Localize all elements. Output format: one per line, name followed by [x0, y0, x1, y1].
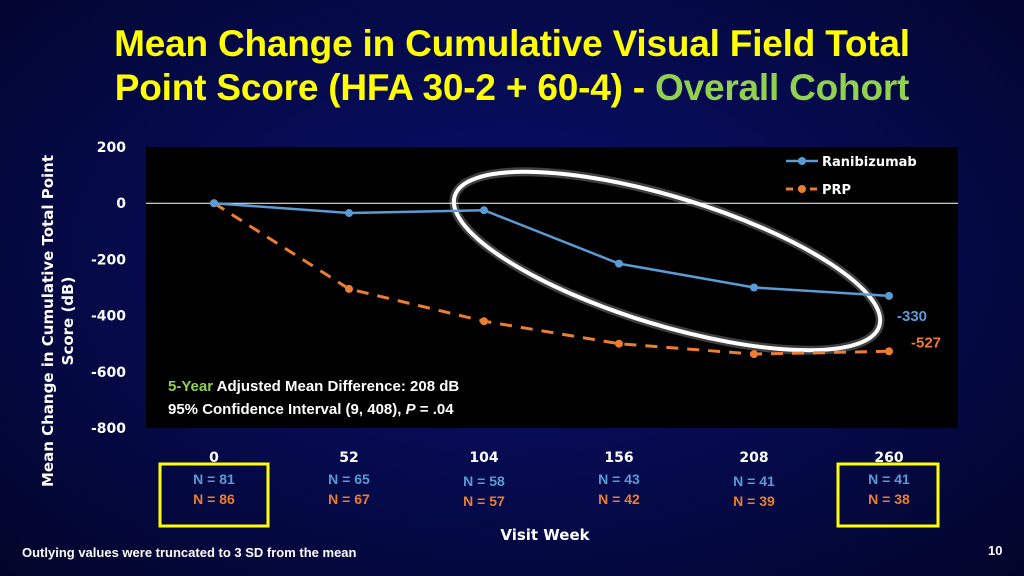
- annotation-p-value: = .04: [416, 401, 455, 418]
- data-label-prp-end: -527: [911, 334, 941, 351]
- y-tick-label: -800: [91, 421, 126, 437]
- n-count-prp: N = 67: [328, 491, 370, 507]
- n-count-ranibizumab: N = 41: [868, 471, 910, 487]
- y-tick-label: 200: [97, 140, 126, 156]
- x-tick-label: 208: [739, 450, 768, 466]
- prp-point: [345, 284, 353, 293]
- prp-line: [213, 201, 890, 356]
- y-tick-label: -200: [91, 252, 126, 268]
- legend-ranibizumab-marker: [798, 157, 806, 165]
- data-label-ranibizumab-end: -330: [897, 308, 927, 325]
- ranibizumab-point: [210, 199, 218, 208]
- ranibizumab-point: [885, 291, 893, 300]
- n-count-prp: N = 38: [868, 491, 910, 507]
- ranibizumab-point: [345, 209, 353, 218]
- n-count-prp: N = 86: [193, 491, 235, 507]
- x-tick-label: 260: [874, 450, 903, 466]
- n-count-prp: N = 57: [463, 493, 505, 509]
- legend-ranibizumab-label: Ranibizumab: [822, 155, 917, 170]
- slide-title: Mean Change in Cumulative Visual Field T…: [0, 22, 1024, 110]
- x-tick-label: 52: [339, 450, 358, 466]
- legend-prp-label: PRP: [822, 183, 851, 198]
- annotation-p-symbol: P: [406, 401, 417, 418]
- annotation-line-2: 95% Confidence Interval (9, 408), P = .0…: [168, 401, 454, 418]
- y-tick-label: -400: [91, 309, 126, 325]
- ranibizumab-point: [615, 259, 623, 268]
- highlight-box-week-0: [158, 462, 270, 528]
- y-tick-label: 0: [116, 196, 126, 212]
- n-count-ranibizumab: N = 81: [193, 471, 235, 487]
- title-line-1: Mean Change in Cumulative Visual Field T…: [114, 23, 910, 64]
- legend-prp-marker: [798, 185, 806, 193]
- ranibizumab-point: [480, 206, 488, 215]
- x-tick-label: 0: [209, 450, 219, 466]
- y-tick-label: -600: [91, 365, 126, 381]
- annotation-line-1-rest: Adjusted Mean Difference: 208 dB: [213, 378, 459, 395]
- prp-point: [885, 347, 893, 356]
- page-number: 10: [988, 543, 1003, 558]
- annotation-line-1: 5-Year Adjusted Mean Difference: 208 dB: [168, 378, 459, 395]
- title-line-2-main: Point Score (HFA 30-2 + 60-4): [114, 67, 623, 108]
- n-count-ranibizumab: N = 41: [733, 473, 775, 489]
- n-count-prp: N = 42: [598, 491, 640, 507]
- prp-point: [615, 339, 623, 348]
- prp-point: [750, 350, 758, 359]
- x-tick-label: 104: [469, 450, 498, 466]
- title-highlight: Overall Cohort: [654, 67, 910, 108]
- ranibizumab-point: [750, 283, 758, 292]
- n-count-ranibizumab: N = 65: [328, 471, 370, 487]
- highlight-ellipse: [451, 169, 883, 353]
- n-count-prp: N = 39: [733, 493, 775, 509]
- highlight-box-week-260: [836, 462, 940, 528]
- footnote: Outlying values were truncated to 3 SD f…: [22, 545, 357, 560]
- prp-point: [480, 317, 488, 326]
- x-axis-title: Visit Week: [500, 526, 590, 544]
- annotation-highlight: 5-Year: [168, 378, 213, 395]
- n-count-ranibizumab: N = 58: [463, 473, 505, 489]
- ranibizumab-line: [213, 201, 890, 298]
- annotation-ci: 95% Confidence Interval (9, 408),: [168, 401, 406, 418]
- title-line-2: Point Score (HFA 30-2 + 60-4) - Overall …: [0, 66, 1024, 110]
- n-count-ranibizumab: N = 43: [598, 471, 640, 487]
- x-tick-label: 156: [604, 450, 633, 466]
- title-separator: -: [622, 67, 655, 108]
